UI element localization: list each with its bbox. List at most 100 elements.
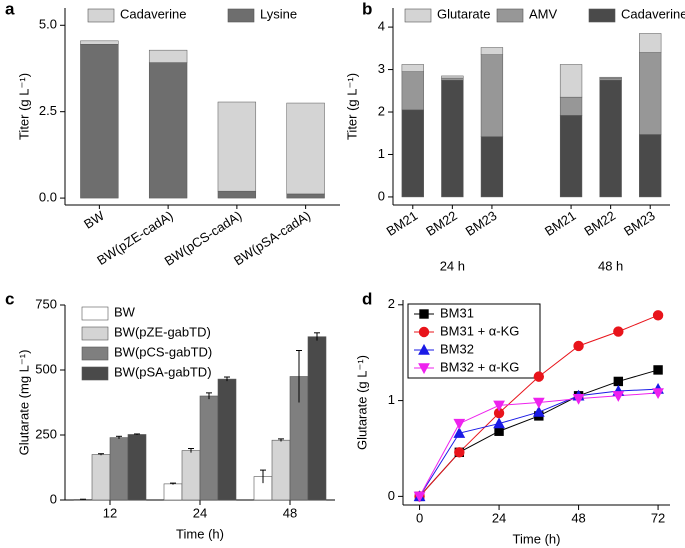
bar-segment <box>401 71 424 111</box>
bar-segment <box>480 136 504 198</box>
x-tick-label: 72 <box>651 510 665 525</box>
bar <box>163 483 183 501</box>
legend-swatch <box>588 8 616 23</box>
bar-segment <box>441 77 464 81</box>
bar-segment <box>80 44 119 199</box>
y-tick-label: 0 <box>50 491 57 506</box>
x-tick-label: BM21 <box>384 208 421 239</box>
panel-label: c <box>5 289 14 308</box>
bar-segment <box>401 109 424 198</box>
bar-segment <box>80 40 119 45</box>
bar-segment <box>480 54 504 137</box>
marker <box>652 310 664 321</box>
bar <box>127 434 147 501</box>
marker <box>419 309 429 319</box>
bar-segment <box>480 47 504 55</box>
legend-label: BM32 <box>440 341 474 356</box>
marker <box>572 393 585 405</box>
bar <box>307 336 327 501</box>
marker <box>413 491 426 503</box>
x-axis-label: Time (h) <box>513 531 561 546</box>
bar-segment <box>599 79 622 198</box>
bar <box>109 437 129 501</box>
marker <box>653 365 663 375</box>
panel-label: b <box>362 0 372 18</box>
legend-label: BM31 <box>440 305 474 320</box>
y-tick-label: 750 <box>35 296 57 311</box>
legend-label: BM31 + α-KG <box>440 323 519 338</box>
bar-segment <box>599 77 622 81</box>
marker <box>418 326 430 338</box>
marker <box>418 343 430 355</box>
x-tick-label: BM23 <box>621 208 658 239</box>
legend-swatch <box>404 8 432 23</box>
bar-segment <box>217 101 257 192</box>
marker <box>418 363 430 375</box>
marker <box>532 397 545 409</box>
y-axis-label: Glutarate (g L⁻¹) <box>354 355 369 450</box>
x-tick-label: 24 <box>492 510 506 525</box>
marker <box>532 405 545 417</box>
panel-label: d <box>362 289 372 308</box>
marker <box>453 427 466 438</box>
marker <box>494 426 504 436</box>
y-tick-label: 2.5 <box>39 103 57 118</box>
x-tick-label: 48 <box>283 505 297 520</box>
marker <box>652 388 664 400</box>
marker <box>613 376 624 387</box>
y-tick-label: 1 <box>378 146 385 161</box>
y-tick-label: 3 <box>378 61 385 76</box>
panel-label: a <box>5 0 15 18</box>
y-tick-label: 2 <box>378 103 385 118</box>
legend-swatch <box>496 8 524 23</box>
legend-label: BW(pSA-gabTD) <box>114 364 212 379</box>
bar <box>271 439 291 501</box>
legend-label: Lysine <box>260 6 297 21</box>
legend-swatch <box>81 366 109 381</box>
x-tick-label: 24 <box>193 505 207 520</box>
x-tick-label: BM22 <box>581 208 618 239</box>
bar-segment <box>441 75 464 79</box>
marker <box>533 371 545 382</box>
x-axis-label: Time (h) <box>176 526 224 541</box>
y-tick-label: 5.0 <box>39 17 57 32</box>
x-tick-label: BW <box>81 207 107 231</box>
y-tick-label: 4 <box>378 19 385 34</box>
bar-segment <box>559 64 583 98</box>
bar-segment <box>599 76 622 79</box>
marker <box>573 340 584 352</box>
group-label: 48 h <box>598 258 623 273</box>
marker <box>493 417 505 429</box>
legend-box <box>407 303 541 379</box>
y-tick-label: 2 <box>388 296 395 311</box>
marker <box>612 391 625 402</box>
x-tick-label: 48 <box>571 510 585 525</box>
legend-label: Cadaverine <box>120 6 187 21</box>
bar-segment <box>639 134 662 198</box>
legend-swatch <box>81 346 109 361</box>
legend-label: BM32 + α-KG <box>440 359 519 374</box>
x-tick-label: BM21 <box>542 208 579 239</box>
y-axis-label: Titer (g L⁻¹) <box>344 73 359 140</box>
bar-segment <box>148 62 188 199</box>
bar-segment <box>559 115 583 198</box>
bar-segment <box>401 64 424 72</box>
bar <box>91 454 111 501</box>
x-tick-label: BM22 <box>423 208 460 239</box>
marker <box>453 418 466 430</box>
x-tick-label: 0 <box>416 510 423 525</box>
bar-segment <box>441 79 464 198</box>
bar-segment <box>639 52 662 135</box>
legend-label: BW(pZE-gabTD) <box>114 324 211 339</box>
legend-swatch <box>87 8 115 23</box>
y-tick-label: 0 <box>378 188 385 203</box>
legend-swatch <box>227 8 255 23</box>
x-tick-label: BW(pSA-cadA) <box>231 208 313 269</box>
y-tick-label: 0.0 <box>39 190 57 205</box>
bar-segment <box>286 102 325 195</box>
y-axis-label: Glutarate (mg L⁻¹) <box>16 350 31 456</box>
x-tick-label: 12 <box>103 505 117 520</box>
y-tick-label: 250 <box>35 426 57 441</box>
marker <box>493 400 505 412</box>
